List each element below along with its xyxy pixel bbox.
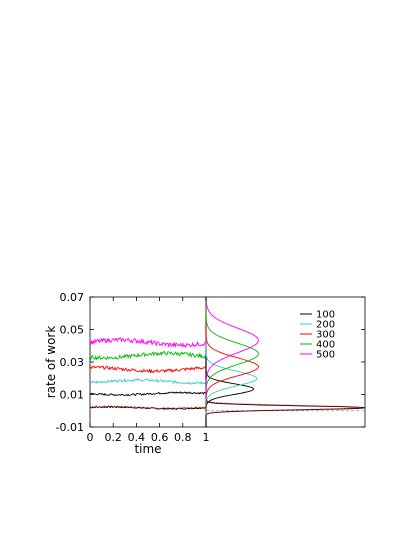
x-tick-label: 1 [203, 431, 210, 444]
density-400 [205, 297, 259, 407]
density-300 [205, 297, 259, 412]
y-tick-label: -0.01 [56, 421, 84, 434]
reference-density-1 [205, 364, 362, 419]
time-series-500 [89, 337, 207, 349]
x-tick-label: 0.6 [151, 431, 169, 444]
reference-time-series-1 [89, 405, 207, 410]
x-tick-label: 0 [87, 431, 94, 444]
density-500 [205, 297, 259, 402]
legend-label-200: 200 [316, 320, 335, 331]
x-tick-label: 0.2 [104, 431, 122, 444]
series-layer [89, 297, 365, 419]
legend-label-100: 100 [316, 310, 335, 321]
time-series-200 [89, 377, 207, 385]
legend-label-300: 300 [316, 330, 335, 341]
y-axis-label: rate of work [44, 326, 58, 399]
y-tick-label: 0.07 [60, 291, 85, 304]
x-tick-label: 0.8 [174, 431, 192, 444]
legend-label-500: 500 [316, 350, 335, 361]
time-series-100 [89, 391, 207, 397]
time-series-300 [89, 365, 207, 374]
y-tick-label: 0.03 [60, 356, 85, 369]
legend-label-400: 400 [316, 340, 335, 351]
ticks-layer: -0.01 0.01 0.03 0.05 0.07 0 0.2 0.4 0.6 0.8 1 [56, 291, 365, 444]
right-panel-frame [205, 296, 366, 428]
x-tick-label: 0.4 [128, 431, 146, 444]
y-tick-label: 0.05 [60, 324, 85, 337]
x-axis-label: time [134, 442, 161, 456]
right-panel-border [205, 296, 366, 428]
time-series-400 [89, 351, 207, 361]
y-tick-label: 0.01 [60, 389, 85, 402]
